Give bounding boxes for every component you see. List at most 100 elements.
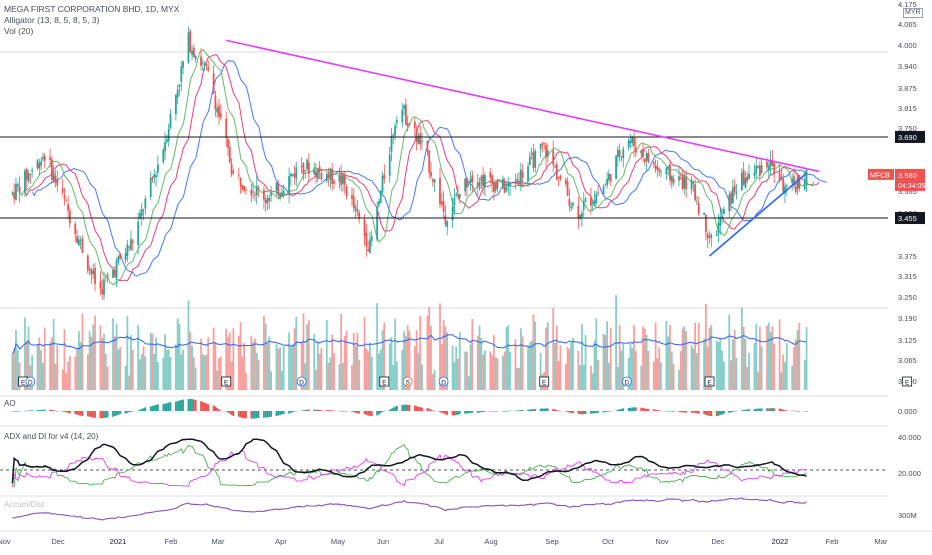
ao-bar[interactable]	[457, 411, 459, 415]
ao-bar[interactable]	[494, 411, 497, 412]
candle-body[interactable]	[609, 174, 612, 182]
ao-bar[interactable]	[307, 409, 310, 411]
candle-body[interactable]	[489, 172, 492, 178]
candle-body[interactable]	[354, 206, 357, 211]
candle-body[interactable]	[728, 194, 731, 212]
volume-bar[interactable]	[467, 376, 470, 390]
candle-body[interactable]	[189, 31, 192, 52]
candle-body[interactable]	[696, 201, 698, 202]
ao-bar[interactable]	[782, 409, 785, 411]
volume-bar[interactable]	[165, 350, 168, 390]
volume-bar[interactable]	[557, 361, 560, 390]
volume-bar[interactable]	[106, 366, 109, 390]
candle-body[interactable]	[250, 189, 253, 196]
volume-bar[interactable]	[419, 315, 422, 390]
candle-body[interactable]	[49, 157, 52, 160]
volume-bar[interactable]	[627, 357, 630, 390]
candle-body[interactable]	[77, 239, 80, 246]
candle-body[interactable]	[428, 150, 431, 173]
candle-body[interactable]	[620, 156, 623, 158]
candle-body[interactable]	[376, 206, 379, 240]
ao-bar[interactable]	[719, 411, 722, 416]
candle-body[interactable]	[403, 105, 405, 109]
ao-bar[interactable]	[219, 410, 222, 411]
volume-bar[interactable]	[672, 363, 675, 390]
volume-bar[interactable]	[376, 303, 379, 390]
volume-bar[interactable]	[86, 354, 89, 390]
ao-bar[interactable]	[289, 411, 292, 413]
ao-bar[interactable]	[61, 411, 64, 412]
volume-bar[interactable]	[363, 316, 366, 390]
ao-bar[interactable]	[413, 405, 416, 411]
volume-bar[interactable]	[446, 332, 449, 390]
volume-bar[interactable]	[694, 322, 697, 390]
candle-body[interactable]	[406, 123, 409, 127]
volume-bar[interactable]	[203, 355, 206, 390]
candle-body[interactable]	[629, 140, 632, 144]
candle-body[interactable]	[103, 279, 105, 295]
volume-bar[interactable]	[367, 351, 370, 390]
ao-bar[interactable]	[658, 410, 661, 411]
ao-bar[interactable]	[15, 411, 17, 412]
adx-line[interactable]	[11, 438, 807, 484]
ao-bar[interactable]	[505, 410, 508, 412]
ao-bar[interactable]	[86, 411, 89, 417]
volume-bar[interactable]	[721, 350, 723, 390]
volume-bar[interactable]	[245, 372, 247, 390]
volume-bar[interactable]	[16, 350, 19, 390]
volume-bar[interactable]	[315, 369, 317, 390]
candle-body[interactable]	[767, 165, 770, 171]
ao-bar[interactable]	[767, 408, 770, 411]
ao-bar[interactable]	[194, 399, 197, 411]
candle-body[interactable]	[342, 174, 344, 184]
ao-bar[interactable]	[656, 409, 659, 411]
ao-bar[interactable]	[667, 411, 670, 412]
ao-bar[interactable]	[218, 409, 220, 411]
volume-bar[interactable]	[403, 331, 405, 390]
ao-bar[interactable]	[153, 405, 156, 411]
ao-bar[interactable]	[376, 411, 379, 416]
candle-body[interactable]	[365, 232, 368, 247]
volume-bar[interactable]	[27, 326, 30, 390]
ao-bar[interactable]	[696, 411, 698, 414]
ao-bar[interactable]	[149, 406, 152, 411]
candle-body[interactable]	[640, 150, 643, 154]
candle-body[interactable]	[530, 153, 533, 155]
candle-body[interactable]	[155, 175, 158, 178]
volume-bar[interactable]	[493, 334, 495, 390]
ao-bar[interactable]	[766, 408, 768, 411]
ao-bar[interactable]	[489, 411, 492, 412]
volume-bar[interactable]	[379, 349, 382, 390]
volume-bar[interactable]	[494, 357, 497, 390]
volume-bar[interactable]	[521, 336, 524, 390]
ao-bar[interactable]	[216, 407, 219, 411]
ao-bar[interactable]	[609, 410, 612, 412]
volume-bar[interactable]	[49, 341, 52, 390]
volume-bar[interactable]	[413, 345, 416, 390]
candle-body[interactable]	[656, 166, 659, 170]
volume-bar[interactable]	[383, 322, 386, 390]
volume-bar[interactable]	[453, 362, 456, 390]
candle-body[interactable]	[794, 187, 797, 192]
candle-body[interactable]	[467, 183, 470, 185]
ao-bar[interactable]	[509, 410, 511, 412]
volume-bar[interactable]	[440, 344, 443, 390]
ao-bar[interactable]	[313, 409, 316, 411]
candle-body[interactable]	[642, 149, 644, 157]
ao-bar[interactable]	[291, 411, 294, 413]
ao-bar[interactable]	[327, 410, 330, 411]
candle-body[interactable]	[119, 253, 122, 259]
ao-bar[interactable]	[640, 407, 643, 411]
ao-bar[interactable]	[250, 411, 253, 419]
candle-body[interactable]	[343, 175, 346, 185]
volume-bar[interactable]	[182, 349, 184, 390]
ao-bar[interactable]	[584, 411, 587, 414]
volume-bar[interactable]	[81, 313, 84, 390]
candle-body[interactable]	[67, 204, 69, 211]
candle-body[interactable]	[451, 207, 454, 221]
volume-bar[interactable]	[31, 355, 34, 390]
candle-body[interactable]	[383, 174, 386, 179]
volume-bar[interactable]	[489, 351, 492, 390]
candle-body[interactable]	[378, 201, 380, 206]
